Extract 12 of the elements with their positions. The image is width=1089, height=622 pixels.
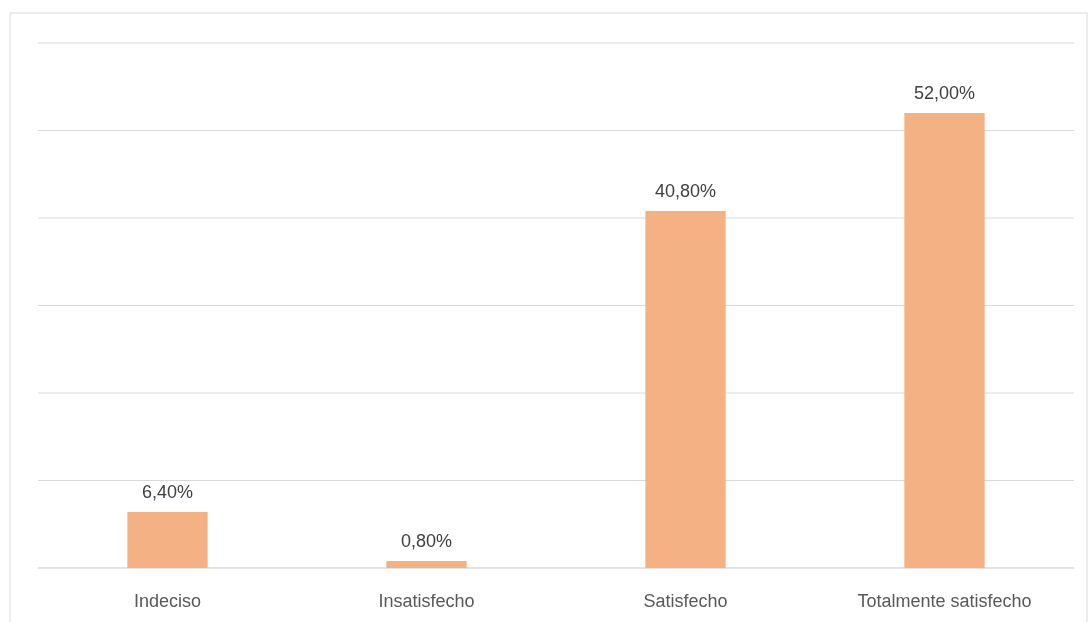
bar	[386, 561, 467, 568]
bar	[904, 113, 985, 568]
data-label: 0,80%	[400, 531, 453, 551]
data-label: 40,80%	[654, 181, 717, 201]
bar	[127, 512, 208, 568]
data-label: 52,00%	[913, 83, 976, 103]
x-tick-label: Insatisfecho	[378, 591, 475, 611]
x-tick-label: Indeciso	[133, 591, 202, 611]
x-tick-label: Totalmente satisfecho	[857, 591, 1032, 611]
data-label: 6,40%	[141, 482, 194, 502]
bar	[645, 211, 726, 568]
x-tick-label: Satisfecho	[643, 591, 728, 611]
